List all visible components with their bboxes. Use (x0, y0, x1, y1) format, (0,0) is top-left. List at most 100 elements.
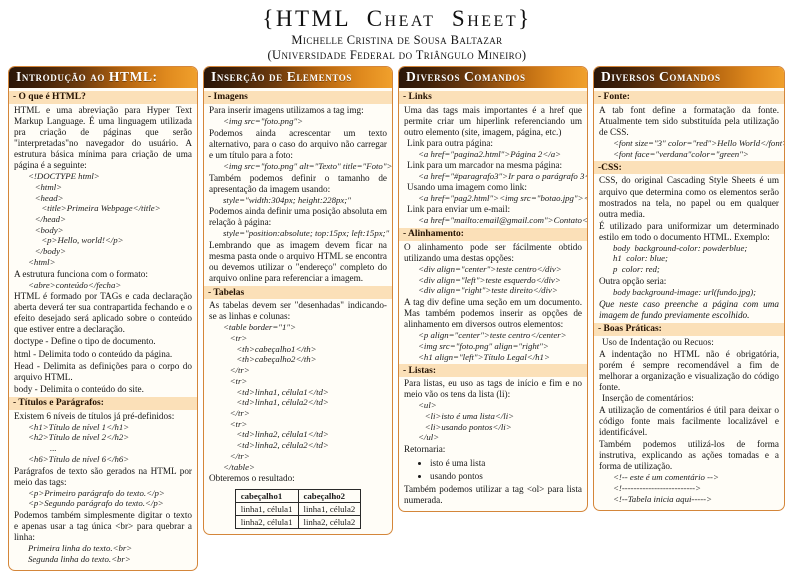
section-subheader: - Imagens (204, 90, 392, 104)
paragraph: Podemos ainda acrescentar um texto alter… (209, 127, 387, 160)
section-subheader: - Fonte: (594, 90, 784, 104)
code-sample: Primeira linha do texto.<br> Segunda lin… (28, 543, 133, 564)
paragraph: As tabelas devem ser "desenhadas" indica… (209, 300, 387, 322)
section-subheader: -CSS: (594, 161, 784, 175)
code-sample: <a href="mailto:email@gmail.com">Contato… (418, 215, 588, 226)
section-subheader: - Links (399, 90, 587, 104)
code-sample: <ul> <li>isto é uma lista</li> <li>usand… (418, 400, 515, 443)
panel-4: Diversos Comandos - Fonte: A tab font defi… (593, 65, 785, 511)
column-3: Diversos Comandos - Links Uma das tags mai… (398, 65, 588, 513)
table-header-cell: cabeçalho1 (234, 489, 299, 504)
code-sample: <!DOCTYPE html> <html> <head> <title>Pri… (28, 171, 161, 267)
section-subheader: - Alinhamento: (399, 227, 587, 241)
paragraph: Podemos ainda definir uma posição absolu… (209, 206, 387, 228)
paragraph: Lembrando que as imagem devem ficar na m… (209, 240, 387, 284)
inline-label: Link para outra página: (407, 138, 493, 149)
bullet-list: isto é uma listausando pontos (404, 457, 582, 482)
code-sample: <div align="center">teste centro</div> <… (418, 263, 562, 296)
code-sample: <a href="#paragrafo3">Ir para o parágraf… (418, 171, 588, 182)
code-sample: <!-- este é um comentário --> <!--------… (613, 472, 719, 504)
paragraph: A utilização de comentários é útil para … (599, 405, 779, 438)
table-cell: linha1, célula1 (234, 502, 299, 517)
paragraph: Também podemos utilizar a tag <ol> para … (404, 484, 582, 506)
table-header-cell: cabeçalho2 (297, 489, 362, 504)
section-subheader: - Tabelas (204, 286, 392, 300)
paragraph: Para listas, eu uso as tags de início e … (404, 378, 582, 400)
list-item: usando pontos (430, 470, 582, 482)
code-sample: <p>Primeiro parágrafo do texto.</p> <p>S… (28, 487, 165, 509)
panel-body: - O que é HTML? HTML e uma abreviação par… (9, 88, 197, 570)
code-sample: <table border="1"> <tr> <th>cabeçalho1</… (223, 322, 329, 472)
section-subheader: - Boas Práticas: (594, 322, 784, 336)
panel-3: Diversos Comandos - Links Uma das tags mai… (398, 65, 588, 513)
code-sample: <font size="3" color="red">Hello World</… (613, 138, 785, 159)
inline-label: Link para um marcador na mesma página: (407, 159, 563, 170)
code-sample: <a href="pagina2.html">Página 2</a> (418, 149, 562, 160)
code-sample: <img src="foto.png" alt="Texto" title="F… (223, 160, 393, 171)
paragraph: HTML é formado por TAGs e cada declaraçã… (14, 291, 192, 335)
paragraph: A estrutura funciona com o formato: (14, 268, 148, 279)
paragraph: Existem 6 níveis de títulos já pré-defin… (14, 410, 175, 421)
paragraph: body - Delimita o conteúdo do site. (14, 383, 144, 394)
table-cell: linha1, célula2 (297, 502, 362, 517)
page-title: {HTML Cheat Sheet} (262, 6, 532, 31)
paragraph: Obteremos o resultado: (209, 473, 295, 484)
paragraph: Também podemos definir o tamanho de apre… (209, 172, 387, 194)
table-cell: linha2, célula1 (234, 515, 299, 530)
section-subheader: - O que é HTML? (9, 90, 197, 104)
title-block: {HTML Cheat Sheet} Michelle Cristina de … (0, 0, 794, 63)
code-sample: <abre>conteúdo</fecha> (28, 279, 122, 290)
paragraph: doctype - Define o tipo de documento. (14, 336, 156, 347)
paragraph: Para inserir imagens utilizamos a tag im… (209, 104, 364, 115)
paragraph: Uma das tags mais importantes é a href q… (404, 104, 582, 137)
list-item: isto é uma lista (430, 457, 582, 469)
panel-2: Inserção de Elementos - Imagens Para inser… (203, 65, 393, 536)
paragraph: Head - Delimita as definições para o cor… (14, 360, 192, 382)
paragraph: Parágrafos de texto são gerados na HTML … (14, 465, 192, 487)
code-sample: style="width:304px; height:228px;" (223, 194, 351, 205)
table-row: linha2, célula1 linha2, célula2 (234, 515, 362, 530)
table-header-row: cabeçalho1 cabeçalho2 (234, 489, 362, 504)
paragraph: Também podemos utilizá-los de forma inst… (599, 439, 779, 472)
panel-body: - Links Uma das tags mais importantes é a… (399, 88, 587, 511)
column-4: Diversos Comandos - Fonte: A tab font defi… (593, 65, 785, 511)
panel-body: - Imagens Para inserir imagens utilizamos… (204, 88, 392, 534)
paragraph-italic: Que neste caso preenche a página com uma… (599, 298, 779, 320)
inline-label: Uso de Indentação ou Recuos: (602, 336, 714, 347)
panel-header: Introdução ao HTML: (9, 66, 197, 88)
inline-label: Inserção de comentários: (602, 392, 694, 403)
column-1: Introdução ao HTML: - O que é HTML? HTML e… (8, 65, 198, 571)
cheatsheet-columns: Introdução ao HTML: - O que é HTML? HTML e… (0, 63, 794, 571)
code-sample: body background-color: powderblue; h1 co… (613, 242, 748, 275)
paragraph: A indentação no HTML não é obrigatória, … (599, 348, 779, 392)
result-table-wrap: cabeçalho1 cabeçalho2 linha1, célula1 linha… (209, 489, 387, 530)
section-subheader: - Listas: (399, 364, 587, 378)
code-sample: <h1>Título de nível 1</h1> <h2>Título de… (28, 421, 130, 464)
paragraph: html - Delimita todo o conteúdo da págin… (14, 348, 173, 359)
paragraph: Retornaria: (404, 444, 446, 455)
table-cell: linha2, célula2 (297, 515, 362, 530)
author-name: Michelle Cristina de Sousa Baltazar (291, 33, 503, 48)
code-sample: <a href="pag2.html"><img src="botao.jpg"… (418, 193, 588, 204)
panel-header: Inserção de Elementos (204, 66, 392, 88)
paragraph: O alinhamento pode ser fácilmente obtido… (404, 241, 582, 263)
paragraph: Podemos também simplesmente digitar o te… (14, 510, 192, 543)
table-row: linha1, célula1 linha1, célula2 (234, 502, 362, 517)
paragraph: É utilizado para uniformizar um determin… (599, 220, 779, 242)
panel-header: Diversos Comandos (594, 66, 784, 88)
code-sample: <p align="center">teste centro</center> … (418, 330, 567, 362)
section-subheader: - Títulos e Parágrafos: (9, 396, 197, 410)
paragraph: Outra opção seria: (599, 275, 667, 286)
affiliation: (Universidade Federal do Triângulo Minei… (267, 48, 527, 63)
column-2: Inserção de Elementos - Imagens Para inser… (203, 65, 393, 536)
inline-label: Link para enviar um e-mail: (407, 203, 511, 214)
paragraph: CSS, do original Cascading Style Sheets … (599, 175, 779, 219)
code-sample: <img src="foto.png"> (223, 115, 304, 126)
code-sample: style="position:absolute; top:15px; left… (223, 228, 390, 239)
panel-header: Diversos Comandos (399, 66, 587, 88)
paragraph: A tab font define a formatação da fonte.… (599, 104, 779, 137)
paragraph: A tag div define uma seção em um documen… (404, 297, 582, 330)
result-table: cabeçalho1 cabeçalho2 linha1, célula1 linha… (234, 489, 362, 530)
inline-label: Usando uma imagem como link: (407, 181, 527, 192)
paragraph: HTML e uma abreviação para Hyper Text Ma… (14, 104, 192, 171)
